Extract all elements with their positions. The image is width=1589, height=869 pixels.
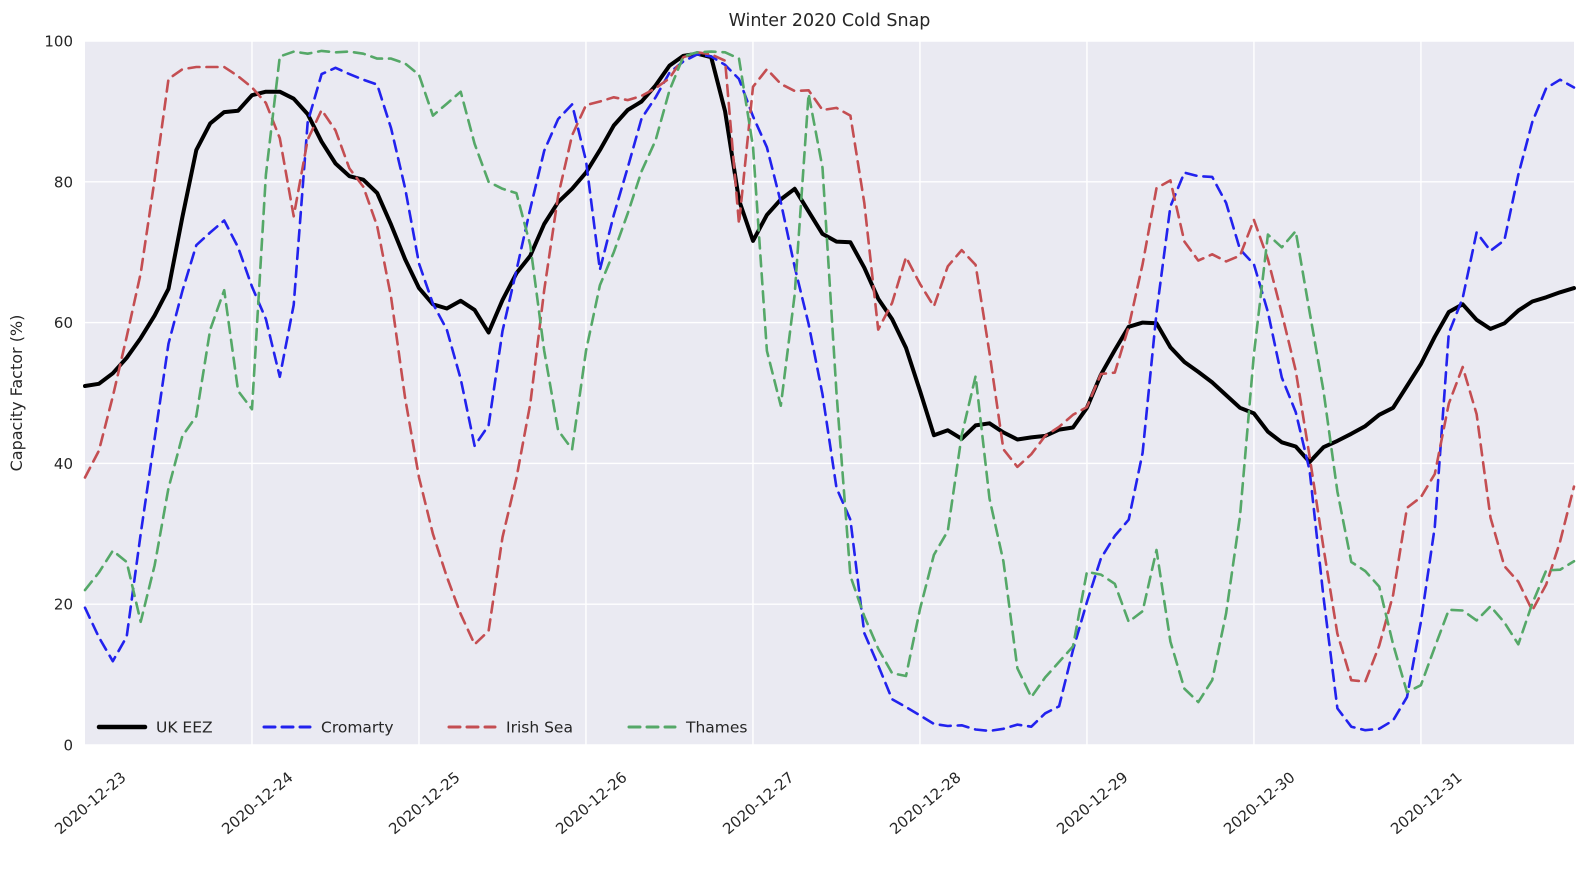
chart-title: Winter 2020 Cold Snap (729, 11, 931, 31)
series-line-uk-eez (83, 51, 1576, 464)
series-line-thames (83, 49, 1576, 704)
y-tick-label: 80 (54, 173, 73, 191)
y-tick-label: 0 (63, 737, 73, 755)
y-axis-label: Capacity Factor (%) (7, 315, 26, 472)
x-tick-label: 2020-12-27 (719, 768, 797, 838)
x-tick-label: 2020-12-26 (552, 768, 630, 838)
x-axis-tick-labels: 2020-12-23 2020-12-24 2020-12-25 2020-12-26… (51, 768, 1465, 838)
x-tick-label: 2020-12-29 (1053, 768, 1131, 838)
series-lines (83, 49, 1576, 733)
x-tick-label: 2020-12-28 (886, 768, 964, 838)
y-tick-label: 60 (54, 314, 73, 332)
legend-label-cromarty: Cromarty (321, 719, 394, 737)
x-tick-label: 2020-12-23 (51, 768, 129, 838)
plot-area (85, 41, 1574, 745)
y-tick-label: 20 (54, 596, 73, 614)
x-tick-label: 2020-12-30 (1220, 768, 1298, 838)
x-tick-label: 2020-12-31 (1387, 768, 1465, 838)
y-tick-label: 100 (44, 33, 73, 51)
series-line-irish-sea (83, 50, 1576, 683)
legend-label-irish-sea: Irish Sea (506, 719, 573, 737)
legend-label-uk-eez: UK EEZ (156, 719, 213, 737)
y-tick-label: 40 (54, 455, 73, 473)
x-tick-label: 2020-12-24 (218, 768, 296, 838)
x-tick-label: 2020-12-25 (385, 768, 463, 838)
series-line-cromarty (83, 53, 1576, 733)
legend-label-thames: Thames (685, 719, 748, 737)
y-axis-tick-labels: 0 20 40 60 80 100 (44, 33, 73, 755)
legend: UK EEZ Cromarty Irish Sea Thames (96, 719, 748, 737)
